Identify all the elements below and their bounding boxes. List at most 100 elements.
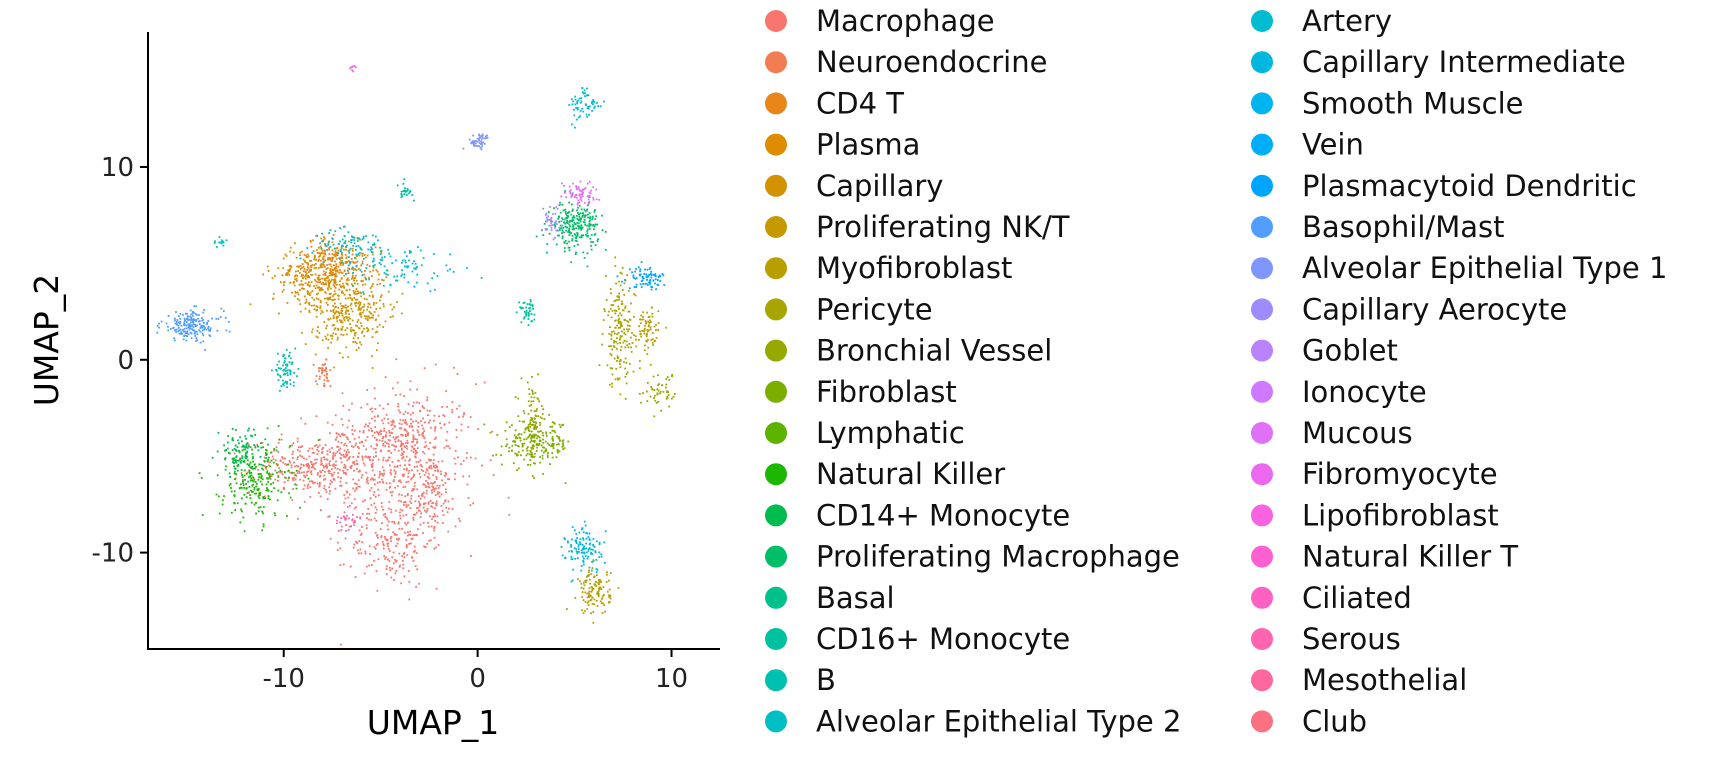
scatter-point [423,496,426,499]
scatter-point [655,323,657,326]
scatter-point [391,432,393,434]
scatter-point [305,274,307,277]
scatter-point [247,480,249,483]
scatter-point [563,221,566,224]
scatter-point [610,292,612,295]
scatter-point [349,465,352,468]
scatter-point [433,536,436,539]
scatter-point [271,277,274,279]
scatter-point [558,437,561,440]
scatter-point [305,272,308,275]
scatter-point [579,227,582,230]
scatter-point [653,415,656,418]
scatter-point [373,491,376,493]
scatter-point [334,254,337,257]
scatter-point [373,415,376,418]
legend-swatch [1251,463,1273,486]
scatter-point [430,467,433,470]
scatter-point [581,609,583,612]
scatter-point [531,303,534,306]
scatter-point [570,220,573,222]
scatter-point [583,584,586,587]
scatter-point [259,480,262,483]
scatter-point [520,377,523,380]
scatter-point [432,446,435,449]
scatter-point [580,551,583,554]
scatter-point [211,317,213,320]
scatter-point [412,434,415,437]
scatter-point [368,303,371,306]
scatter-point [314,445,316,447]
scatter-point [374,447,377,450]
scatter-point [574,236,577,239]
scatter-point [359,322,362,325]
scatter-point [234,467,237,470]
scatter-point [405,523,408,526]
scatter-point [582,531,585,534]
scatter-point [619,284,622,287]
scatter-point [349,565,352,568]
scatter-point [406,265,408,268]
scatter-point [322,258,325,261]
scatter-point [404,259,407,262]
scatter-point [506,443,509,446]
scatter-point [349,262,351,265]
scatter-point [317,446,319,448]
scatter-point [470,555,472,557]
scatter-point [350,307,353,310]
scatter-point [584,216,586,218]
scatter-point [314,458,316,461]
scatter-point [395,358,398,361]
scatter-point [368,265,371,268]
scatter-point [431,506,434,509]
scatter-point [302,270,305,273]
scatter-point [328,492,331,495]
scatter-point [398,537,401,540]
scatter-point [611,385,614,388]
scatter-point [637,266,640,269]
scatter-point [245,437,247,440]
scatter-point [287,463,289,466]
scatter-point [234,509,237,511]
scatter-point [421,405,424,408]
scatter-point [480,135,483,137]
scatter-point [550,227,553,229]
scatter-point [282,383,284,386]
scatter-point [582,221,585,223]
scatter-point [622,341,625,344]
scatter-point [491,430,494,433]
scatter-point [511,444,514,447]
scatter-point [426,469,429,472]
scatter-point [572,215,575,217]
scatter-point [304,275,306,278]
scatter-point [246,447,249,449]
scatter-point [445,264,448,267]
scatter-point [288,354,291,357]
scatter-point [180,324,183,327]
scatter-point [337,476,340,479]
scatter-point [289,357,292,360]
scatter-point [363,297,366,300]
scatter-point [326,324,328,327]
scatter-point [580,190,582,192]
scatter-point [614,265,617,267]
scatter-point [192,320,194,322]
scatter-point [340,525,343,528]
scatter-point [567,440,570,443]
scatter-point [355,442,358,445]
scatter-point [323,249,326,252]
scatter-point [476,140,479,143]
scatter-point [592,621,595,624]
scatter-point [156,324,159,327]
scatter-point [289,246,292,249]
scatter-point [306,262,308,264]
scatter-point [277,441,280,444]
scatter-point [358,252,361,254]
scatter-point [370,487,373,489]
scatter-point [319,288,322,290]
scatter-point [356,468,358,470]
scatter-point [342,317,345,320]
scatter-point [639,367,641,370]
scatter-point [592,224,594,227]
scatter-point [385,269,388,272]
